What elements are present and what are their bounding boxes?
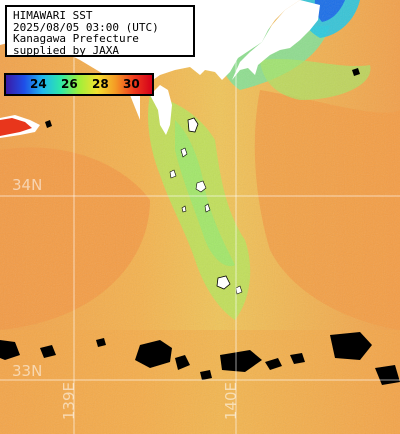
lat-label-33n: 33N bbox=[12, 362, 43, 380]
cloud-mask bbox=[200, 370, 212, 380]
island bbox=[195, 180, 207, 193]
data-credit: supplied by JAXA bbox=[13, 43, 119, 57]
lon-label-139e: 139E bbox=[60, 382, 78, 421]
island-hachijo bbox=[216, 275, 231, 290]
cloud-mask bbox=[40, 345, 56, 358]
island bbox=[169, 169, 177, 179]
cloud-mask bbox=[45, 120, 52, 128]
cloud-mask bbox=[352, 68, 360, 76]
region-name: Kanagawa Prefecture bbox=[13, 32, 139, 45]
land-izu bbox=[150, 85, 172, 135]
observation-time: 2025/08/05 03:00 (UTC) bbox=[13, 20, 159, 34]
island bbox=[235, 285, 243, 295]
island-oshima bbox=[187, 117, 199, 133]
cloud-mask bbox=[175, 355, 190, 370]
island bbox=[181, 205, 187, 213]
cloud-mask bbox=[330, 332, 372, 360]
island bbox=[180, 147, 188, 158]
info-box: HIMAWARI SST 2025/08/05 03:00 (UTC) Kana… bbox=[5, 5, 195, 57]
legend-tick: 30 bbox=[123, 77, 140, 91]
legend-tick: 24 bbox=[30, 77, 47, 91]
legend-colorbar bbox=[6, 75, 152, 94]
cloud-mask bbox=[290, 353, 305, 364]
land-hot-coast bbox=[0, 118, 32, 136]
island bbox=[204, 203, 211, 213]
cloud-mask bbox=[220, 350, 262, 372]
cloud-mask bbox=[96, 338, 106, 347]
legend-tick: 28 bbox=[92, 77, 109, 91]
color-legend: 24 26 28 30 bbox=[4, 73, 154, 96]
cloud-mask bbox=[265, 358, 282, 370]
product-title: HIMAWARI SST bbox=[13, 9, 93, 22]
lon-label-140e: 140E bbox=[222, 382, 240, 421]
cloud-mask bbox=[135, 340, 172, 368]
cloud-mask bbox=[0, 340, 20, 360]
legend-tick: 26 bbox=[61, 77, 78, 91]
lat-label-34n: 34N bbox=[12, 176, 43, 194]
land-boso bbox=[232, 0, 320, 80]
